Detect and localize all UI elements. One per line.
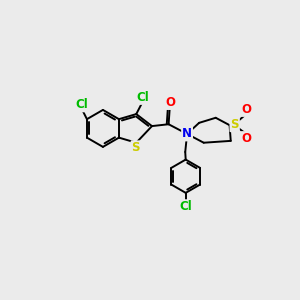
Text: Cl: Cl — [179, 200, 192, 213]
Text: Cl: Cl — [76, 98, 88, 111]
Text: O: O — [165, 96, 175, 109]
Text: Cl: Cl — [136, 91, 149, 104]
Text: O: O — [242, 103, 252, 116]
Text: S: S — [230, 118, 239, 131]
Text: O: O — [242, 132, 252, 145]
Text: N: N — [182, 128, 192, 140]
Text: S: S — [131, 141, 140, 154]
